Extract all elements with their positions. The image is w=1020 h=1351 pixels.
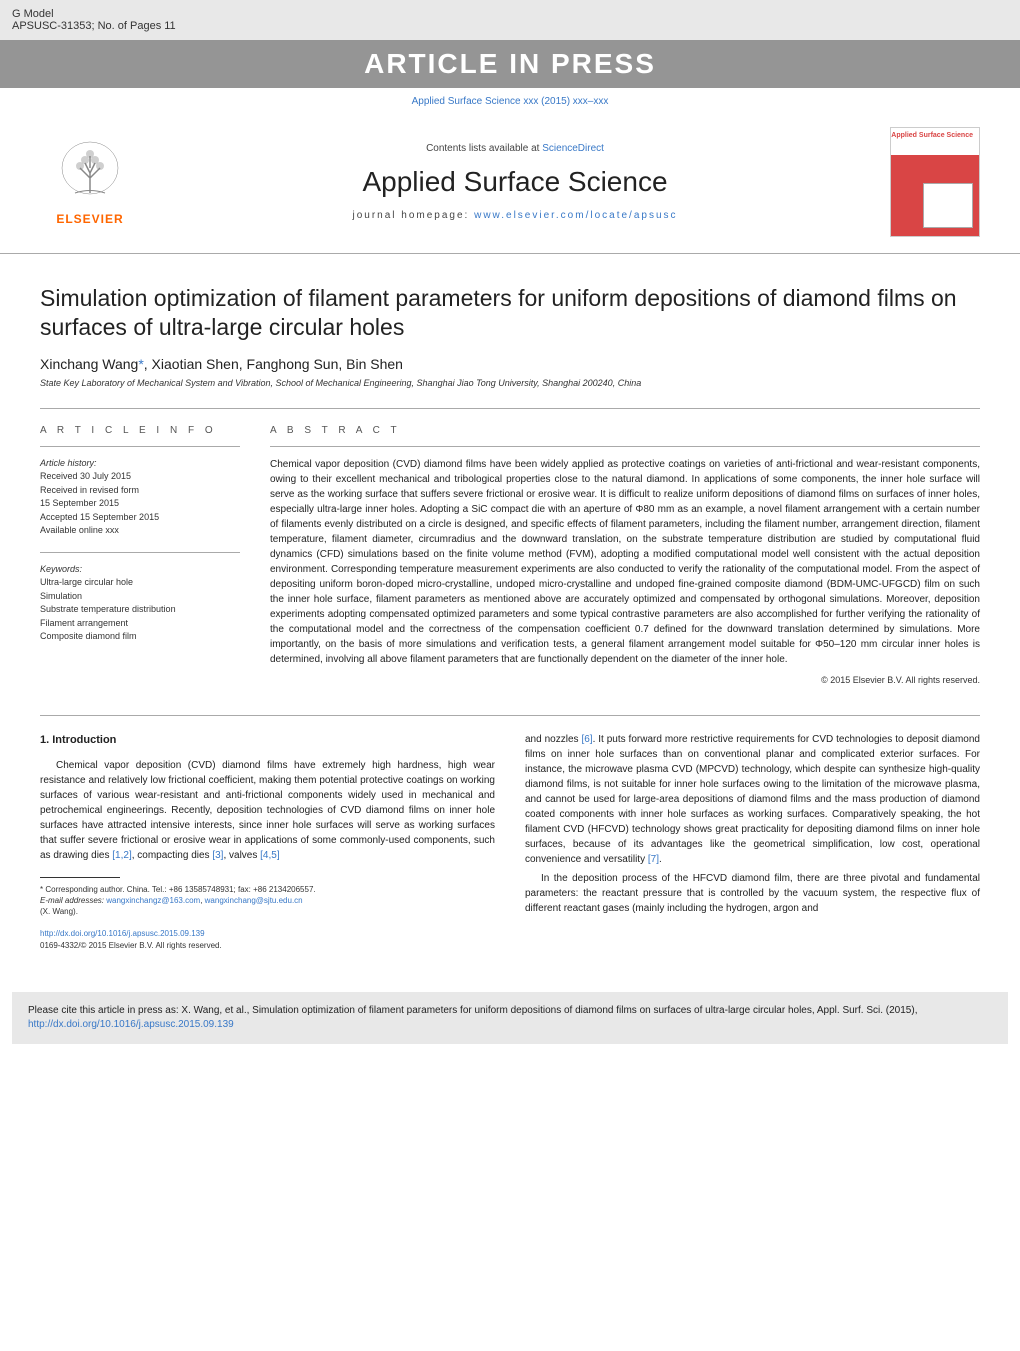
keyword-3: Substrate temperature distribution — [40, 603, 240, 617]
cite-text: Please cite this article in press as: X.… — [28, 1005, 917, 1016]
homepage-line: journal homepage: www.elsevier.com/locat… — [140, 210, 890, 221]
model-id-line: APSUSC-31353; No. of Pages 11 — [12, 20, 1008, 32]
ref-4-5[interactable]: [4,5] — [260, 850, 279, 861]
keywords-label: Keywords: — [40, 563, 240, 577]
contents-prefix: Contents lists available at — [426, 143, 542, 154]
citation-link[interactable]: Applied Surface Science xxx (2015) xxx–x… — [412, 96, 609, 107]
cover-inset — [923, 183, 973, 228]
ref-1-2[interactable]: [1,2] — [112, 850, 131, 861]
homepage-prefix: journal homepage: — [352, 210, 474, 221]
journal-cover-thumb: Applied Surface Science — [890, 127, 980, 237]
keyword-2: Simulation — [40, 590, 240, 604]
elsevier-logo: ELSEVIER — [40, 127, 140, 237]
gmodel-line: G Model — [12, 8, 1008, 20]
article-info-heading: A R T I C L E I N F O — [40, 425, 240, 436]
article-info-column: A R T I C L E I N F O Article history: R… — [40, 425, 240, 685]
ref-7[interactable]: [7] — [648, 854, 659, 865]
intro-para-3: In the deposition process of the HFCVD d… — [525, 871, 980, 916]
ref-6[interactable]: [6] — [581, 734, 592, 745]
intro-para-1: Chemical vapor deposition (CVD) diamond … — [40, 758, 495, 863]
intro-text-1c: , valves — [223, 850, 260, 861]
sciencedirect-link[interactable]: ScienceDirect — [542, 143, 604, 154]
footnote-divider — [40, 877, 120, 878]
revised-line2: 15 September 2015 — [40, 497, 240, 511]
intro-text-1a: Chemical vapor deposition (CVD) diamond … — [40, 760, 495, 861]
abstract-column: A B S T R A C T Chemical vapor depositio… — [270, 425, 980, 685]
intro-text-2b: . It puts forward more restrictive requi… — [525, 734, 980, 865]
revised-line1: Received in revised form — [40, 484, 240, 498]
doi-footer-link[interactable]: http://dx.doi.org/10.1016/j.apsusc.2015.… — [40, 928, 495, 940]
email-label: E-mail addresses: — [40, 896, 106, 905]
online-date: Available online xxx — [40, 524, 240, 538]
intro-para-2: and nozzles [6]. It puts forward more re… — [525, 732, 980, 867]
corr-name: (X. Wang). — [40, 906, 495, 917]
email-line: E-mail addresses: wangxinchangz@163.com,… — [40, 895, 495, 906]
keyword-5: Composite diamond film — [40, 630, 240, 644]
introduction-section: 1. Introduction Chemical vapor depositio… — [40, 715, 980, 952]
article-body: Simulation optimization of filament para… — [0, 254, 1020, 972]
accepted-date: Accepted 15 September 2015 — [40, 511, 240, 525]
contents-line: Contents lists available at ScienceDirec… — [140, 143, 890, 154]
corr-author-line: * Corresponding author. China. Tel.: +86… — [40, 884, 495, 895]
abstract-heading: A B S T R A C T — [270, 425, 980, 436]
intro-text-1b: , compacting dies — [132, 850, 213, 861]
abstract-copyright: © 2015 Elsevier B.V. All rights reserved… — [270, 675, 980, 685]
journal-name: Applied Surface Science — [140, 166, 890, 198]
authors-rest: , Xiaotian Shen, Fanghong Sun, Bin Shen — [144, 356, 403, 372]
ref-3[interactable]: [3] — [212, 850, 223, 861]
received-date: Received 30 July 2015 — [40, 470, 240, 484]
info-abstract-row: A R T I C L E I N F O Article history: R… — [40, 408, 980, 685]
intro-col-left: 1. Introduction Chemical vapor depositio… — [40, 732, 495, 952]
intro-text-2c: . — [659, 854, 662, 865]
intro-col-right: and nozzles [6]. It puts forward more re… — [525, 732, 980, 952]
cover-label: Applied Surface Science — [891, 132, 973, 140]
header-center: Contents lists available at ScienceDirec… — [140, 143, 890, 221]
keywords-block: Keywords: Ultra-large circular hole Simu… — [40, 563, 240, 644]
author-1: Xinchang Wang — [40, 356, 138, 372]
affiliation: State Key Laboratory of Mechanical Syste… — [40, 378, 980, 388]
journal-header: ELSEVIER Contents lists available at Sci… — [0, 115, 1020, 254]
intro-text-2a: and nozzles — [525, 734, 581, 745]
history-label: Article history: — [40, 457, 240, 471]
homepage-link[interactable]: www.elsevier.com/locate/apsusc — [474, 210, 677, 221]
email-1[interactable]: wangxinchangz@163.com — [106, 896, 200, 905]
model-header: G Model APSUSC-31353; No. of Pages 11 — [0, 0, 1020, 40]
doi-link[interactable]: http://dx.doi.org/10.1016/j.apsusc.2015.… — [40, 929, 205, 938]
cite-doi-link[interactable]: http://dx.doi.org/10.1016/j.apsusc.2015.… — [28, 1019, 234, 1030]
article-title: Simulation optimization of filament para… — [40, 284, 980, 342]
article-citation-line: Applied Surface Science xxx (2015) xxx–x… — [0, 88, 1020, 115]
doi-footer-copyright: 0169-4332/© 2015 Elsevier B.V. All right… — [40, 940, 495, 952]
email-2[interactable]: wangxinchang@sjtu.edu.cn — [205, 896, 303, 905]
keyword-1: Ultra-large circular hole — [40, 576, 240, 590]
citation-box: Please cite this article in press as: X.… — [12, 992, 1008, 1044]
intro-heading: 1. Introduction — [40, 732, 495, 749]
keyword-4: Filament arrangement — [40, 617, 240, 631]
corresponding-footnote: * Corresponding author. China. Tel.: +86… — [40, 884, 495, 918]
article-in-press-banner: ARTICLE IN PRESS — [0, 40, 1020, 88]
abstract-text: Chemical vapor deposition (CVD) diamond … — [270, 457, 980, 667]
elsevier-tree-icon — [55, 138, 125, 208]
authors-line: Xinchang Wang*, Xiaotian Shen, Fanghong … — [40, 356, 980, 372]
elsevier-label: ELSEVIER — [56, 212, 123, 226]
article-history: Article history: Received 30 July 2015 R… — [40, 457, 240, 538]
